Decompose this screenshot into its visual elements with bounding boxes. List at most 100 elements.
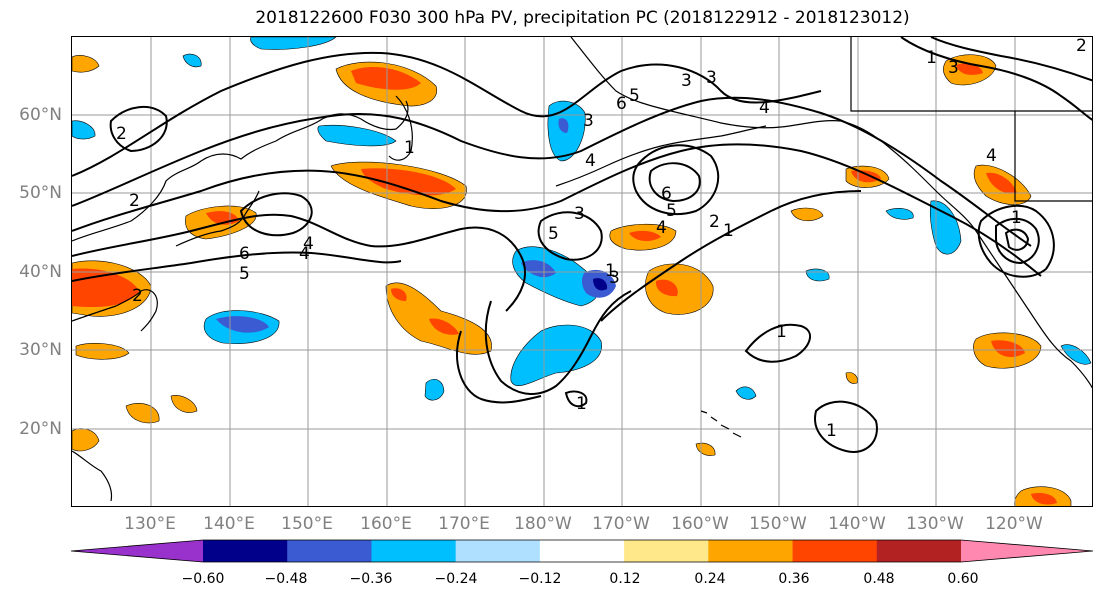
pv-contour [1004, 228, 1030, 251]
lon-label-130e: 130°E [124, 514, 176, 534]
pv-contour [72, 51, 822, 177]
contour-label: 1 [776, 322, 787, 342]
precip-positive-region [991, 340, 1025, 357]
pv-contour [977, 204, 1055, 278]
precip-positive-region [72, 428, 100, 452]
contour-label: 5 [666, 201, 677, 221]
contour-label: 3 [583, 111, 594, 131]
pv-contour [456, 330, 542, 404]
contour-label: 3 [609, 268, 620, 288]
coastline-aleutians [555, 125, 767, 187]
precip-negative-region [317, 124, 397, 147]
colorbar-outline [70, 539, 1094, 563]
lon-label-120w: 120°W [985, 514, 1043, 534]
precip-positive-region [956, 63, 983, 75]
colorbar-segment [539, 540, 625, 562]
lat-label-60n: 60°N [19, 105, 62, 125]
precip-negative-region [735, 386, 757, 400]
contour-label: 5 [239, 264, 250, 284]
precip-positive-region [655, 279, 678, 297]
precip-positive-region [125, 402, 160, 424]
contour-label: 1 [1011, 208, 1022, 228]
lon-label-150e: 150°E [281, 514, 333, 534]
map-panel: 2 2 1 4 5 6 4 5 3 1 2 4 3 6 5 4 3 3 5 4 … [71, 36, 1093, 507]
precip-positive-region [361, 168, 456, 196]
colorbar-extend-high [961, 540, 1093, 562]
precip-positive-region [645, 263, 714, 315]
precip-negative-region [521, 260, 556, 278]
precip-negative-region [424, 378, 445, 401]
precip-negative-region [1060, 344, 1092, 365]
contour-label: 1 [404, 138, 415, 158]
coastline-asia-south [72, 289, 158, 332]
coastline-philippines [72, 450, 113, 502]
colorbar-tick-label: 0.48 [863, 571, 895, 587]
pv-contour [814, 400, 878, 453]
precip-positive-region [391, 288, 459, 335]
pv-contour [564, 390, 588, 408]
pv-contour [995, 217, 1040, 265]
pv-contour [632, 144, 720, 216]
colorbar-segment [792, 540, 878, 562]
contour-label: 4 [299, 244, 310, 264]
colorbar-tick-label: −0.48 [264, 571, 308, 587]
contour-labels: 2 2 1 4 5 6 4 5 3 1 2 4 3 6 5 4 3 3 5 4 … [116, 37, 1087, 441]
contour-label: 6 [616, 94, 627, 114]
contour-label: 2 [1076, 37, 1087, 56]
lat-label-40n: 40°N [19, 262, 62, 282]
pv-contour [484, 290, 632, 395]
contour-label: 4 [303, 234, 314, 254]
pv-contour [600, 190, 862, 322]
precip-negative-region [250, 37, 337, 50]
contour-label: 3 [574, 204, 585, 224]
map-title: 2018122600 F030 300 hPa PV, precipitatio… [255, 8, 910, 28]
precip-negative-region [805, 268, 830, 282]
colorbar-segment [371, 540, 457, 562]
lon-label-170w: 170°W [592, 514, 650, 534]
precip-positive-region [695, 442, 716, 456]
contour-label: 1 [723, 221, 734, 241]
colorbar-segment [624, 540, 709, 562]
colorbar-tick-label: −0.24 [434, 571, 478, 587]
colorbar-segment [455, 540, 541, 562]
pv-contour [744, 323, 811, 363]
lat-label-30n: 30°N [19, 340, 62, 360]
precip-positive-region [845, 372, 858, 384]
precip-negative-region [885, 208, 914, 220]
precip-positive-region [629, 230, 661, 242]
map-canvas: 2 2 1 4 5 6 4 5 3 1 2 4 3 6 5 4 3 3 5 4 … [72, 37, 1092, 506]
contour-label: 3 [948, 58, 959, 78]
precip-positive-region [790, 207, 824, 221]
contour-label: 2 [132, 286, 143, 306]
colorbar-tick-label: −0.60 [181, 571, 225, 587]
lat-label-50n: 50°N [19, 183, 62, 203]
pv-contour [239, 192, 313, 237]
precip-negative-region [510, 324, 602, 386]
colorbar-segment [876, 540, 962, 562]
colorbar-extend-low [71, 540, 203, 562]
contour-label: 6 [661, 184, 672, 204]
contour-label: 2 [116, 124, 127, 144]
pv-contour [72, 143, 1042, 277]
pv-contour [900, 37, 1092, 121]
lon-label-160e: 160°E [360, 514, 412, 534]
contour-label: 1 [605, 261, 616, 281]
contour-label: 3 [706, 68, 717, 88]
hawaii-islands [700, 410, 742, 438]
contour-label: 6 [239, 244, 250, 264]
contour-label: 4 [656, 218, 667, 238]
precip-positive-region [75, 343, 130, 360]
contour-label: 4 [986, 146, 997, 166]
colorbar-segment [203, 540, 288, 562]
lon-label-130w: 130°W [906, 514, 964, 534]
pv-contour [72, 251, 402, 282]
colorbar-tick-label: −0.36 [349, 571, 393, 587]
precip-positive-region [351, 67, 421, 90]
pv-contour [72, 96, 1032, 247]
lon-label-150w: 150°W [749, 514, 807, 534]
precip-negative-region [929, 200, 962, 255]
lon-label-170e: 170°E [438, 514, 490, 534]
coastline-asia [72, 100, 409, 242]
pv-contour [930, 37, 1092, 82]
contour-label: 3 [681, 71, 692, 91]
